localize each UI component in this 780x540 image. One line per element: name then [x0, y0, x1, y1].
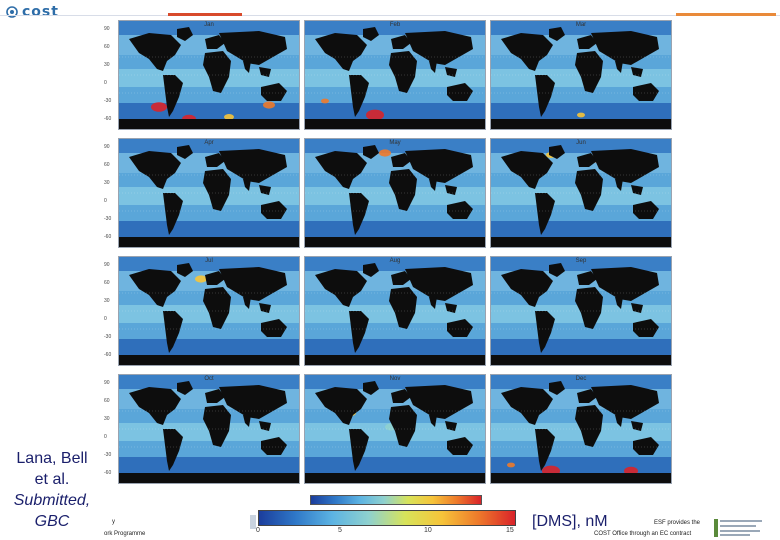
lat-label: -60 — [104, 116, 112, 122]
map-panel-4-plot — [119, 139, 299, 247]
footer-bar-segment — [250, 515, 256, 529]
map-panel-9-plot — [491, 257, 671, 365]
caption-line-etal: et al. — [34, 471, 70, 488]
map-panel-10: Oct — [118, 374, 300, 484]
lat-label: 30 — [104, 62, 110, 68]
map-month-label: Oct — [204, 376, 214, 382]
colorbar-tick-15: 15 — [506, 527, 514, 534]
map-panel-1-plot — [119, 21, 299, 129]
map-panel-6: Jun — [490, 138, 672, 248]
map-lat-labels: 90 60 30 0 -30 -60 — [104, 138, 116, 246]
header-accent-red — [168, 13, 242, 16]
lat-label: 0 — [104, 434, 107, 440]
map-panel-12-plot — [491, 375, 671, 483]
map-panel-8-plot — [305, 257, 485, 365]
map-panel-3: Mar — [490, 20, 672, 130]
lat-label: 30 — [104, 298, 110, 304]
lat-label: -30 — [104, 334, 112, 340]
colorbar-tick-5: 5 — [338, 527, 342, 534]
footer-right-line1: ESF provides the — [654, 520, 701, 526]
lat-label: 60 — [104, 398, 110, 404]
map-month-label: Jun — [576, 140, 586, 146]
lat-label: -30 — [104, 216, 112, 222]
esf-logo-icon — [714, 519, 762, 537]
map-panel-7-plot — [119, 257, 299, 365]
map-month-label: Dec — [575, 376, 587, 382]
map-month-label: Jul — [205, 258, 213, 264]
map-month-label: Apr — [204, 140, 214, 146]
lat-label: 60 — [104, 162, 110, 168]
lat-label: 90 — [104, 380, 110, 386]
lat-label: 30 — [104, 416, 110, 422]
colorbar-units-label: [DMS], nM — [532, 513, 608, 530]
lat-label: -30 — [104, 98, 112, 104]
map-month-label: Aug — [389, 258, 401, 264]
map-panel-1: Jan — [118, 20, 300, 130]
lat-label: -30 — [104, 452, 112, 458]
map-panel-4: Apr — [118, 138, 300, 248]
map-panel-11-plot — [305, 375, 485, 483]
map-month-label: Feb — [389, 22, 401, 28]
map-panel-9: Sep — [490, 256, 672, 366]
lat-label: 0 — [104, 80, 107, 86]
map-panel-3-plot — [491, 21, 671, 129]
header-divider — [0, 15, 780, 16]
footer-left-line2: ork Programme — [104, 531, 146, 537]
lat-label: -60 — [104, 352, 112, 358]
footer-left-line1: y — [112, 519, 115, 525]
lat-label: -60 — [104, 470, 112, 476]
colorbar-small — [310, 495, 482, 505]
lat-label: 90 — [104, 262, 110, 268]
cost-logo: cost — [6, 4, 59, 20]
map-panel-12: Dec — [490, 374, 672, 484]
map-panel-10-plot — [119, 375, 299, 483]
header-accent-orange — [676, 13, 776, 16]
map-month-label: Mar — [575, 22, 587, 28]
colorbar-tick-10: 10 — [424, 527, 432, 534]
map-lat-labels: 90 60 30 0 -30 -60 — [104, 256, 116, 364]
colorbar-tick-0: 0 — [256, 527, 260, 534]
caption-line-authors: Lana, Bell — [16, 450, 88, 467]
map-panel-7: Jul — [118, 256, 300, 366]
map-month-label: Sep — [575, 258, 587, 264]
map-lat-labels: 90 60 30 0 -30 -60 — [104, 20, 116, 128]
lat-label: 60 — [104, 280, 110, 286]
map-panel-5-plot — [305, 139, 485, 247]
map-month-label: May — [389, 140, 401, 146]
map-month-label: Nov — [389, 376, 401, 382]
map-panel-2: Feb — [304, 20, 486, 130]
lat-label: 0 — [104, 316, 107, 322]
logo-text: cost — [22, 4, 59, 20]
lat-label: 90 — [104, 26, 110, 32]
caption-line-status: Submitted, — [13, 492, 91, 509]
map-lat-labels: 90 60 30 0 -30 -60 — [104, 374, 116, 482]
map-panel-8: Aug — [304, 256, 486, 366]
map-panel-6-plot — [491, 139, 671, 247]
lat-label: 30 — [104, 180, 110, 186]
map-month-label: Jan — [204, 22, 214, 28]
map-panel-5: May — [304, 138, 486, 248]
cost-spiral-icon — [6, 6, 18, 18]
citation-caption: Lana, Bell et al. Submitted, GBC — [4, 448, 100, 532]
footer-right-line2: COST Office through an EC contract — [594, 531, 692, 537]
map-panel-2-plot — [305, 21, 485, 129]
lat-label: 60 — [104, 44, 110, 50]
lat-label: 0 — [104, 198, 107, 204]
lat-label: 90 — [104, 144, 110, 150]
caption-line-journal: GBC — [34, 513, 70, 530]
map-panel-11: Nov — [304, 374, 486, 484]
lat-label: -60 — [104, 234, 112, 240]
colorbar — [258, 510, 516, 526]
